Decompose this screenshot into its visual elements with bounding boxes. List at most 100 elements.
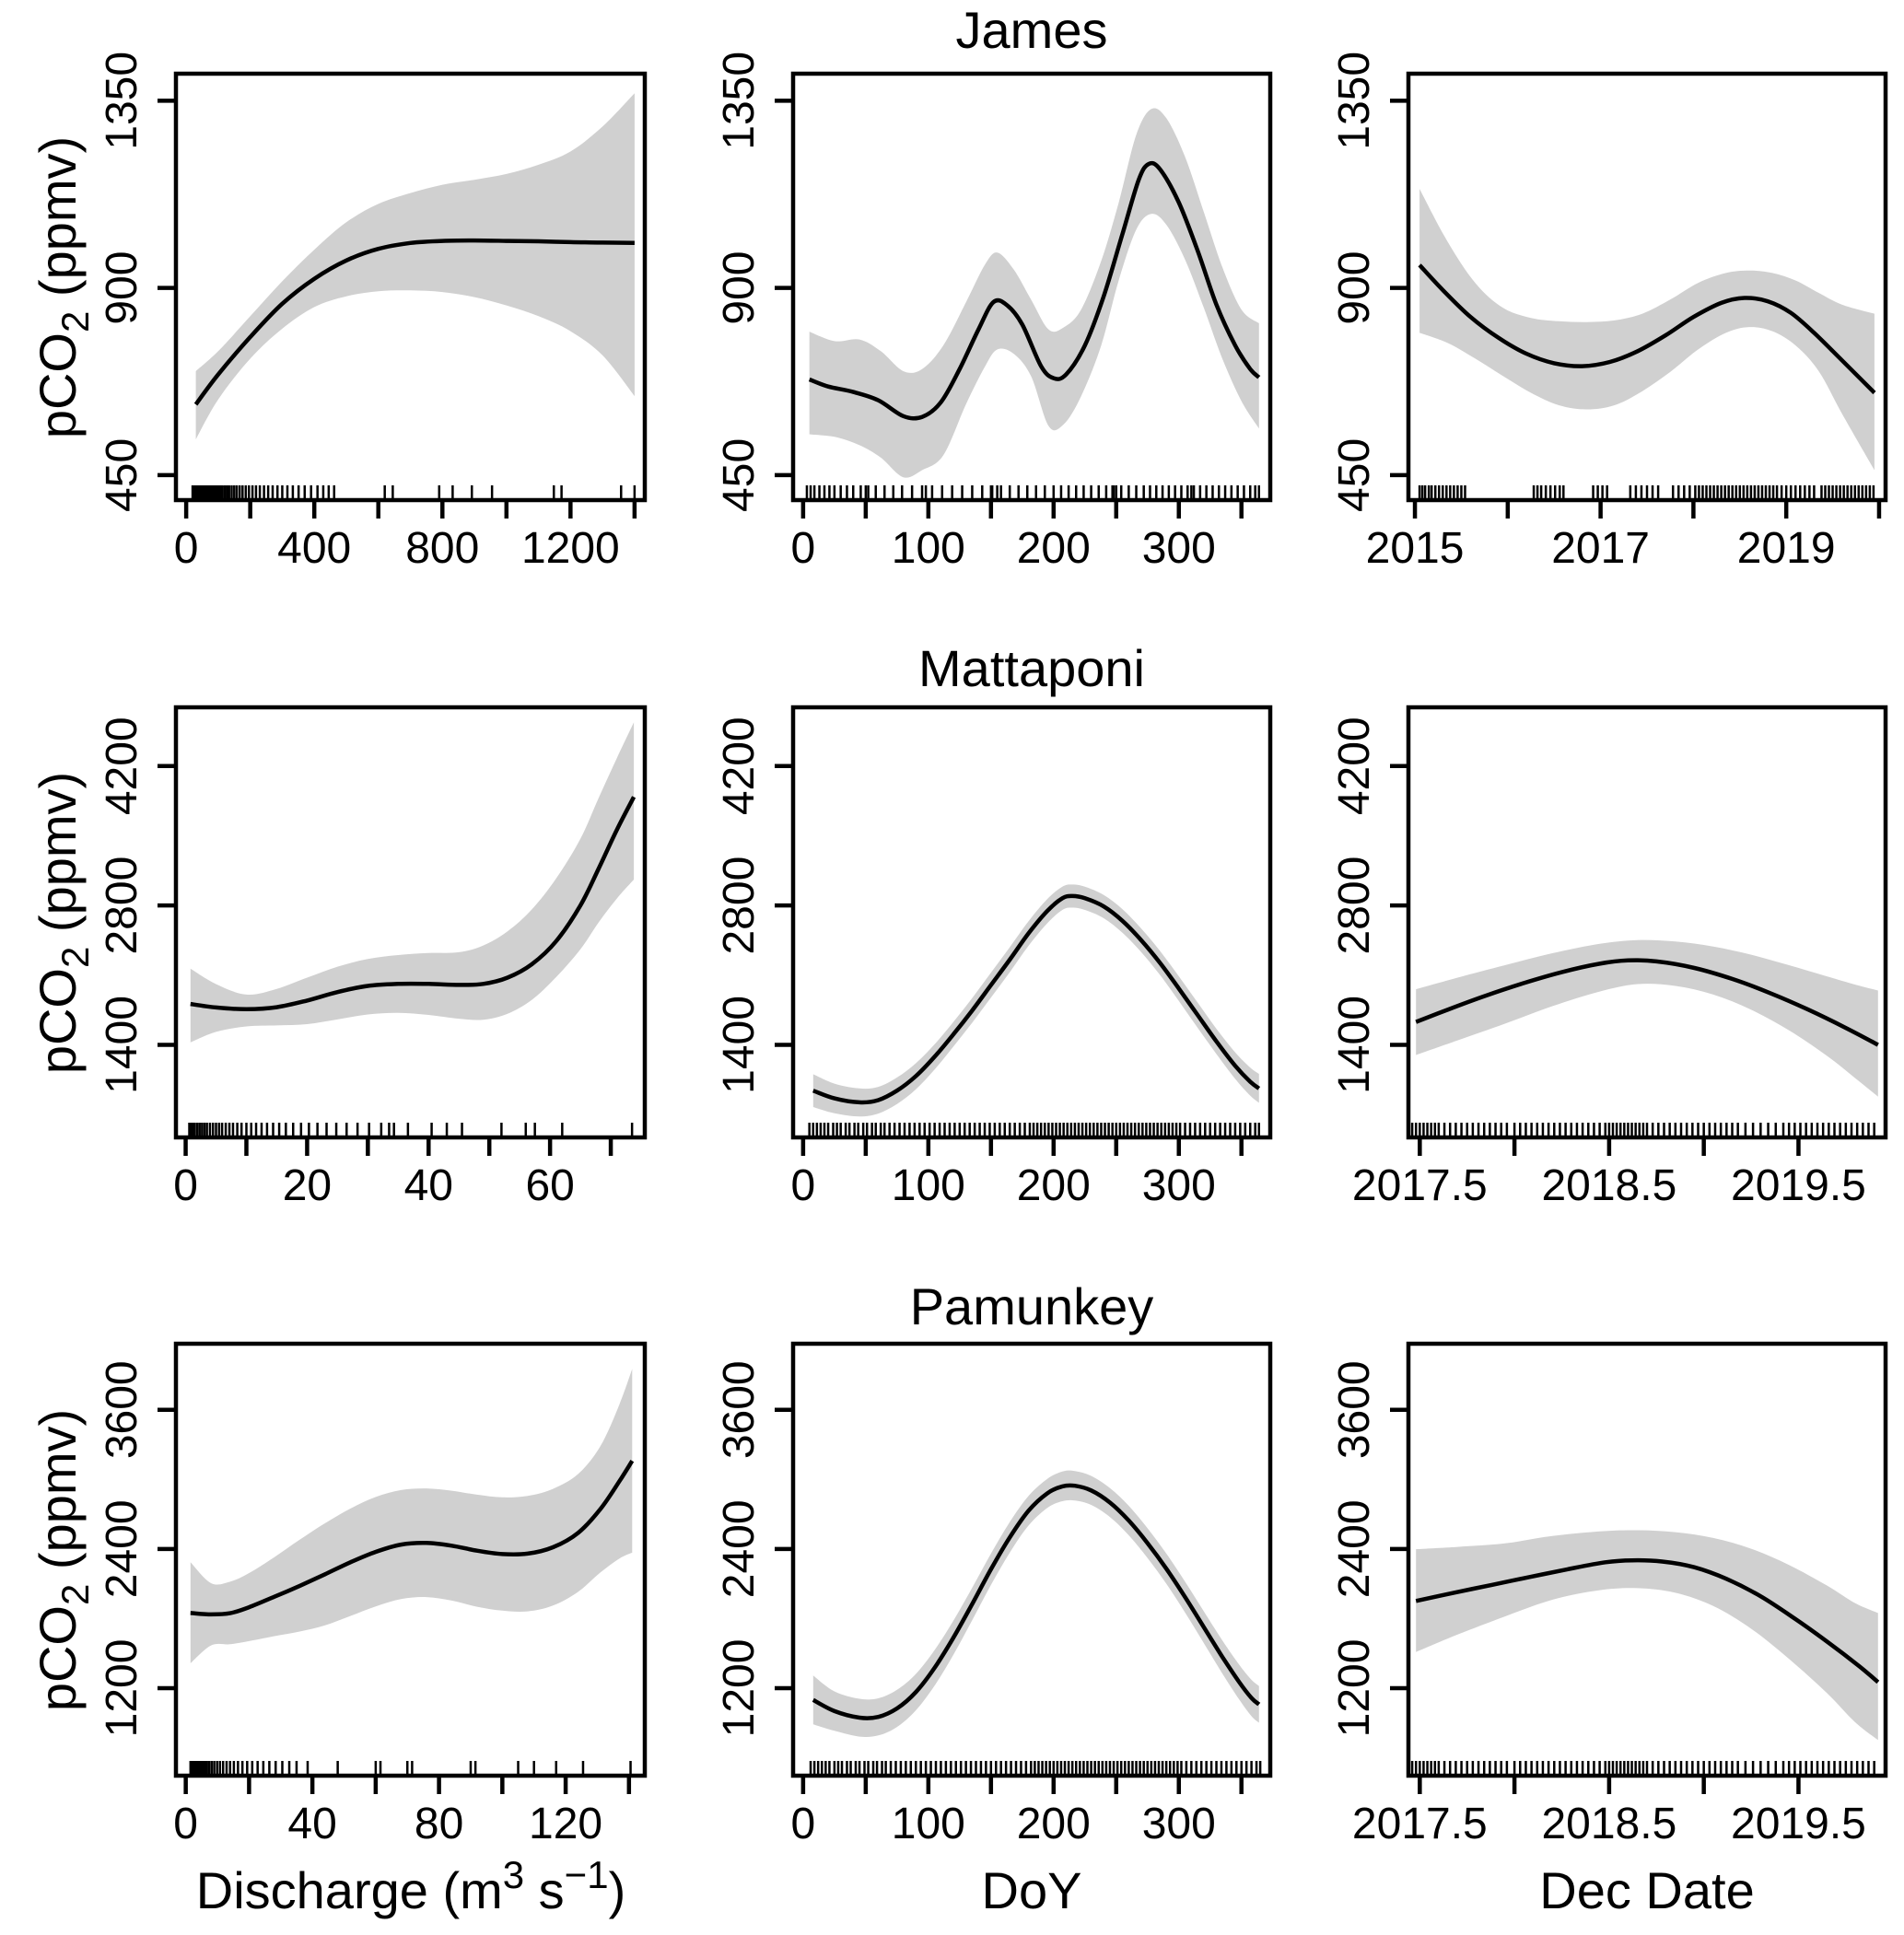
y-tick-label: 1200 bbox=[1330, 1639, 1379, 1738]
y-axis-ticks bbox=[775, 99, 793, 478]
y-tick-label: 900 bbox=[1330, 251, 1379, 325]
smooth-curve bbox=[812, 1483, 1261, 1720]
y-axis-label-row1: pCO2 (ppmv) bbox=[29, 136, 97, 438]
plot-area bbox=[1415, 1530, 1880, 1741]
plot-area bbox=[190, 1369, 635, 1663]
rug-marks bbox=[808, 1123, 1261, 1137]
panel-pamunkey-discharge: 0 40 80 120 1200 2400 3600 bbox=[98, 1341, 648, 1848]
y-tick-label: 2400 bbox=[1330, 1499, 1379, 1598]
x-tick-label: 20 bbox=[283, 1161, 332, 1210]
smooth-curve bbox=[812, 893, 1261, 1105]
x-tick-label: 2015 bbox=[1366, 524, 1465, 573]
x-axis-ticks bbox=[1412, 500, 1882, 519]
plot-area bbox=[812, 1470, 1261, 1738]
x-tick-label: 120 bbox=[529, 1800, 602, 1848]
confidence-band bbox=[1416, 939, 1878, 1097]
x-axis-ticks bbox=[800, 1137, 1244, 1156]
x-tick-label: 300 bbox=[1142, 1800, 1216, 1848]
x-axis-label-doy: DoY bbox=[982, 1861, 1082, 1919]
panel-mattaponi-discharge: 0 20 40 60 1400 2800 4200 bbox=[98, 705, 648, 1210]
x-tick-label: 2018.5 bbox=[1541, 1161, 1676, 1210]
x-tick-label: 100 bbox=[892, 1161, 965, 1210]
confidence-band bbox=[809, 108, 1259, 478]
y-tick-label: 3600 bbox=[715, 1360, 764, 1459]
smooth-curve bbox=[193, 238, 635, 406]
y-tick-label: 1400 bbox=[98, 996, 146, 1094]
y-tick-label: 2400 bbox=[98, 1499, 146, 1598]
y-tick-label: 450 bbox=[715, 438, 764, 512]
plot-area bbox=[1415, 939, 1879, 1097]
y-axis-ticks bbox=[158, 764, 176, 1047]
x-axis-ticks bbox=[800, 500, 1244, 519]
panel-mattaponi-doy: 0 100 200 300 1400 2800 4200 bbox=[715, 705, 1273, 1210]
x-tick-label: 0 bbox=[791, 1800, 816, 1848]
x-tick-label: 80 bbox=[415, 1800, 463, 1848]
plot-area bbox=[808, 108, 1261, 478]
y-tick-label: 3600 bbox=[1330, 1360, 1379, 1459]
panel-james-decdate: 2015 2017 2019 450 900 1350 bbox=[1330, 52, 1888, 573]
x-tick-label: 0 bbox=[791, 524, 816, 573]
rug-marks bbox=[805, 485, 1261, 499]
y-tick-label: 1350 bbox=[715, 52, 764, 150]
plot-box bbox=[1406, 71, 1888, 503]
rug-marks bbox=[189, 1761, 632, 1775]
x-axis-label-decdate: Dec Date bbox=[1539, 1861, 1754, 1919]
rug-marks bbox=[1410, 1761, 1875, 1775]
y-axis-ticks bbox=[158, 1407, 176, 1691]
x-tick-label: 60 bbox=[525, 1161, 574, 1210]
rug-marks bbox=[188, 1123, 634, 1137]
x-axis-ticks bbox=[1418, 1137, 1801, 1156]
confidence-band bbox=[1416, 1530, 1878, 1741]
x-tick-label: 2019 bbox=[1737, 524, 1836, 573]
confidence-band bbox=[190, 1369, 633, 1663]
y-tick-label: 1200 bbox=[715, 1639, 764, 1738]
y-tick-label: 2800 bbox=[715, 857, 764, 955]
y-tick-label: 900 bbox=[98, 251, 146, 325]
plot-area bbox=[193, 93, 635, 440]
y-axis-ticks bbox=[1390, 1407, 1408, 1691]
y-tick-label: 2400 bbox=[715, 1499, 764, 1598]
row-title-pamunkey: Pamunkey bbox=[910, 1277, 1154, 1335]
y-tick-label: 2800 bbox=[98, 857, 146, 955]
confidence-band bbox=[812, 1470, 1259, 1738]
confidence-band bbox=[190, 722, 635, 1043]
y-tick-label: 2800 bbox=[1330, 857, 1379, 955]
plot-box bbox=[173, 71, 648, 503]
row-title-james: James bbox=[956, 1, 1108, 59]
smooth-curve bbox=[1415, 958, 1879, 1047]
y-axis-ticks bbox=[775, 1407, 793, 1691]
plot-box bbox=[1406, 1341, 1888, 1778]
x-tick-label: 0 bbox=[791, 1161, 816, 1210]
y-axis-ticks bbox=[158, 99, 176, 478]
x-axis-ticks bbox=[800, 1776, 1244, 1794]
y-tick-label: 1200 bbox=[98, 1639, 146, 1738]
x-tick-label: 40 bbox=[404, 1161, 453, 1210]
x-tick-label: 200 bbox=[1017, 524, 1091, 573]
confidence-band bbox=[1419, 189, 1875, 471]
y-tick-label: 3600 bbox=[98, 1360, 146, 1459]
smooth-curve bbox=[808, 160, 1261, 421]
confidence-band bbox=[812, 884, 1259, 1117]
y-tick-label: 450 bbox=[1330, 438, 1379, 512]
x-axis-ticks bbox=[183, 500, 637, 519]
plot-box bbox=[173, 705, 648, 1140]
rug-marks bbox=[1410, 1123, 1875, 1137]
x-tick-label: 300 bbox=[1142, 524, 1216, 573]
x-tick-label: 100 bbox=[892, 1800, 965, 1848]
x-tick-label: 2017.5 bbox=[1352, 1800, 1488, 1848]
y-tick-label: 1400 bbox=[1330, 996, 1379, 1094]
x-tick-label: 400 bbox=[277, 524, 351, 573]
x-tick-label: 2018.5 bbox=[1541, 1800, 1676, 1848]
y-tick-label: 900 bbox=[715, 251, 764, 325]
x-tick-label: 2019.5 bbox=[1731, 1161, 1866, 1210]
x-tick-label: 0 bbox=[173, 1161, 198, 1210]
y-tick-label: 4200 bbox=[98, 717, 146, 815]
x-tick-label: 100 bbox=[892, 524, 965, 573]
panel-james-discharge: 0 400 800 1200 450 900 1350 bbox=[98, 52, 648, 573]
x-tick-label: 800 bbox=[405, 524, 479, 573]
row-title-mattaponi: Mattaponi bbox=[918, 639, 1145, 697]
y-tick-label: 4200 bbox=[1330, 717, 1379, 815]
x-axis-label-discharge: Discharge (m3 s−1) bbox=[196, 1853, 625, 1919]
